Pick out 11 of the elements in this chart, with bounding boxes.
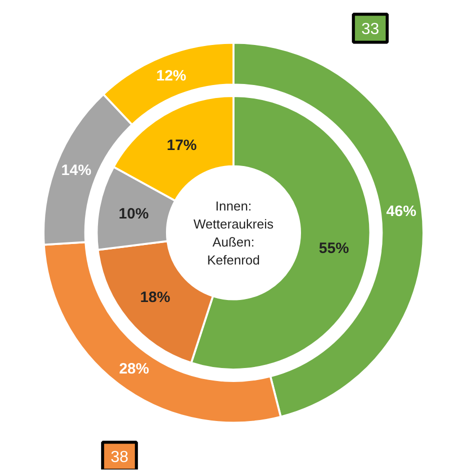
- data-label: 55%: [318, 240, 349, 258]
- data-label: 28%: [119, 360, 150, 378]
- data-label: 17%: [166, 137, 197, 154]
- text: 33: [361, 21, 380, 38]
- data-label: 10%: [118, 205, 149, 222]
- data-label: 46%: [386, 203, 416, 220]
- text: 38: [110, 449, 128, 466]
- data-label: 12%: [156, 68, 186, 85]
- data-label: 18%: [140, 288, 170, 306]
- text: Innen: Wetteraukreis Außen: Kefenrod: [194, 198, 274, 268]
- data-label: 14%: [61, 162, 92, 180]
